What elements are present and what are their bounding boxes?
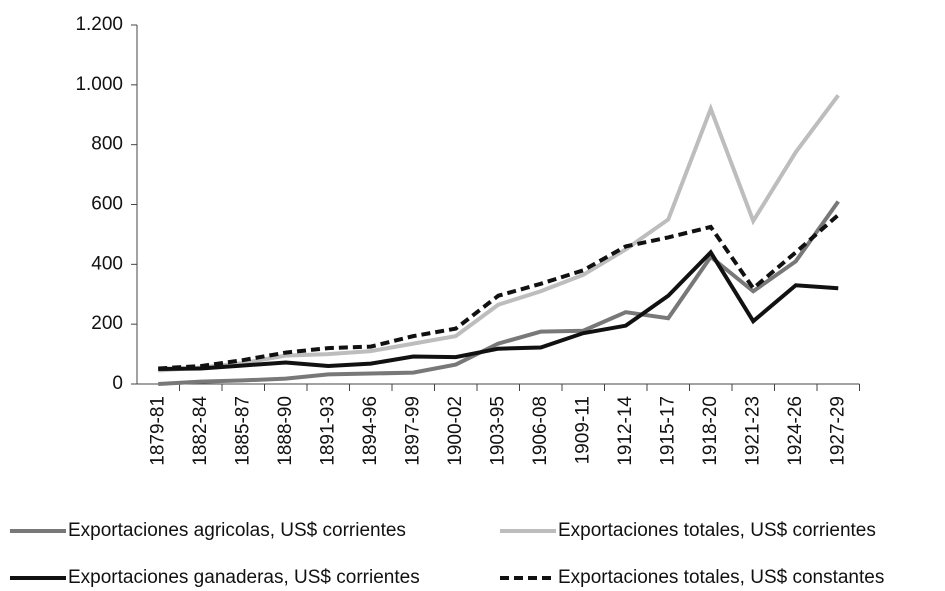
- x-tick-label: 1906-08: [530, 396, 551, 466]
- x-tick-label: 1924-26: [785, 396, 806, 466]
- legend-label: Exportaciones totales, US$ corrientes: [558, 520, 876, 541]
- line-series: [158, 94, 840, 373]
- legend-label: Exportaciones totales, US$ constantes: [558, 567, 884, 588]
- y-tick-label: 800: [91, 134, 123, 155]
- y-tick-label: 0: [112, 373, 123, 394]
- x-tick-label: 1879-81: [147, 396, 168, 466]
- legend-label: Exportaciones ganaderas, US$ corrientes: [68, 567, 420, 588]
- line-series: [158, 200, 840, 386]
- x-tick-label: 1888-90: [275, 396, 296, 466]
- y-tick-label: 600: [91, 194, 123, 215]
- x-tick-label: 1882-84: [190, 396, 211, 466]
- y-tick-label: 400: [91, 253, 123, 274]
- y-tick-label: 1.000: [75, 74, 123, 95]
- x-tick-label: 1921-23: [742, 396, 763, 466]
- y-tick-label: 1.200: [75, 14, 123, 35]
- line-series: [158, 249, 839, 372]
- x-tick-label: 1891-93: [317, 396, 338, 466]
- x-tick-label: 1897-99: [402, 396, 423, 466]
- x-tick-label: 1894-96: [360, 396, 381, 466]
- x-tick-label: 1885-87: [232, 396, 253, 466]
- x-tick-label: 1903-95: [487, 396, 508, 466]
- x-tick-label: 1927-29: [827, 396, 848, 466]
- x-tick-label: 1915-17: [657, 396, 678, 466]
- x-tick-label: 1900-02: [445, 396, 466, 466]
- x-tick-label: 1912-14: [615, 396, 636, 466]
- x-tick-label: 1909-11: [572, 396, 593, 464]
- x-tick-label: 1918-20: [700, 396, 721, 466]
- legend-label: Exportaciones agricolas, US$ corrientes: [68, 520, 406, 541]
- y-tick-label: 200: [91, 313, 123, 334]
- line-series: [158, 213, 840, 371]
